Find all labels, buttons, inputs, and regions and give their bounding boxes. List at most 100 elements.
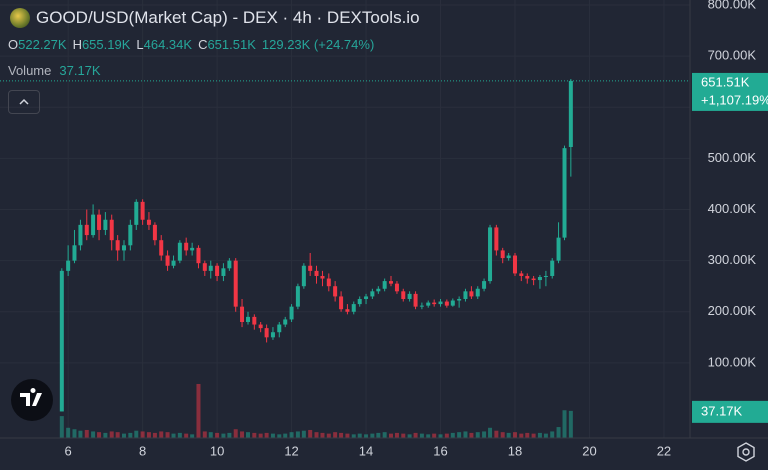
candle-body — [78, 224, 83, 246]
volume-bar — [556, 427, 561, 438]
candle-body — [512, 255, 517, 274]
ohlc-value: 464.34K — [143, 37, 193, 52]
candle-body — [233, 260, 238, 307]
candle-body — [159, 240, 164, 256]
candle-body — [283, 319, 288, 325]
candle-body — [525, 275, 530, 279]
volume-bar — [357, 433, 362, 438]
volume-bar — [351, 434, 356, 438]
tradingview-logo — [11, 379, 53, 421]
candle-body — [432, 302, 437, 305]
volume-bar — [109, 431, 114, 438]
volume-bar — [165, 432, 170, 438]
volume-bar — [159, 431, 164, 438]
candle-body — [339, 296, 344, 310]
volume-bar — [283, 433, 288, 438]
candle-body — [506, 255, 511, 259]
volume-bar — [376, 432, 381, 438]
candle-body — [258, 324, 263, 329]
candle-body — [351, 304, 356, 312]
volume-bar — [190, 434, 195, 438]
candle-body — [245, 316, 250, 322]
volume-bar — [382, 432, 387, 438]
candle-body — [444, 301, 449, 306]
volume-bar — [134, 430, 139, 438]
candle-body — [146, 219, 151, 225]
candle-body — [550, 260, 555, 276]
volume-bar — [121, 433, 126, 438]
volume-bar — [91, 431, 96, 438]
volume-bar — [270, 433, 275, 438]
volume-bar — [388, 433, 393, 438]
candle-body — [388, 281, 393, 284]
candles — [59, 79, 573, 412]
volume-bar — [78, 430, 83, 438]
volume-bar — [227, 432, 232, 438]
candle-body — [488, 227, 493, 282]
last-change-label: +1,107.19% — [701, 92, 768, 107]
volume-bar — [103, 432, 108, 438]
candle-body — [394, 283, 399, 292]
candle-body — [364, 296, 369, 299]
last-volume-label: 37.17K — [701, 403, 743, 418]
candle-body — [97, 214, 102, 230]
volume-bar — [115, 432, 120, 438]
candle-body — [382, 281, 387, 289]
volume-bar — [245, 432, 250, 438]
y-tick-label: 300.00K — [708, 252, 757, 267]
collapse-button[interactable] — [8, 90, 40, 114]
volume-bar — [562, 410, 567, 438]
candle-body — [426, 302, 431, 306]
last-price-tag — [692, 72, 768, 111]
volume-bar — [370, 433, 375, 438]
x-tick-label: 22 — [657, 443, 671, 458]
volume-bar — [494, 430, 499, 438]
candle-body — [562, 148, 567, 238]
axes: 100.00K200.00K300.00K400.00K500.00K600.0… — [65, 0, 757, 458]
x-tick-label: 14 — [359, 443, 373, 458]
volume-bar — [364, 434, 369, 438]
volume-bar — [432, 433, 437, 438]
candle-body — [59, 270, 64, 412]
y-tick-label: 100.00K — [708, 354, 757, 369]
candle-body — [240, 306, 245, 322]
settings-icon[interactable] — [737, 442, 755, 462]
ohlc-legend: O522.27K H655.19K L464.34K C651.51K 129.23K … — [8, 37, 380, 52]
volume-bar — [550, 431, 555, 438]
last-price-label: 651.51K — [701, 74, 750, 89]
candle-body — [221, 268, 226, 276]
y-tick-label: 500.00K — [708, 150, 757, 165]
grid — [0, 0, 690, 438]
candle-body — [277, 324, 282, 333]
volume-title: Volume — [8, 63, 52, 78]
volume-bar — [152, 432, 157, 438]
candle-body — [171, 260, 176, 266]
volume-bar — [202, 431, 207, 438]
volume-bar — [233, 429, 238, 438]
candle-body — [326, 278, 331, 287]
candle-body — [177, 242, 182, 261]
y-tick-label: 200.00K — [708, 303, 757, 318]
candle-body — [482, 281, 487, 289]
change-value: 129.23K (+24.74%) — [261, 37, 375, 52]
volume-bar — [482, 431, 487, 438]
volume-bar — [345, 433, 350, 438]
volume-bar — [512, 432, 517, 438]
header-title: GOOD/USD(Market Cap) - DEX · 4h · DEXToo… — [10, 8, 420, 28]
candle-body — [537, 277, 542, 281]
candle-body — [357, 298, 362, 305]
candle-body — [184, 242, 189, 251]
candle-body — [314, 270, 319, 276]
candle-body — [401, 291, 406, 299]
candle-body — [128, 224, 133, 246]
volume-bar — [457, 432, 462, 438]
ohlc-key: L — [136, 37, 144, 52]
candle-body — [252, 316, 257, 325]
candle-body — [215, 265, 220, 276]
volume-bar — [277, 434, 282, 438]
candle-body — [370, 291, 375, 297]
volume-bar — [258, 433, 263, 438]
candle-body — [376, 288, 381, 292]
